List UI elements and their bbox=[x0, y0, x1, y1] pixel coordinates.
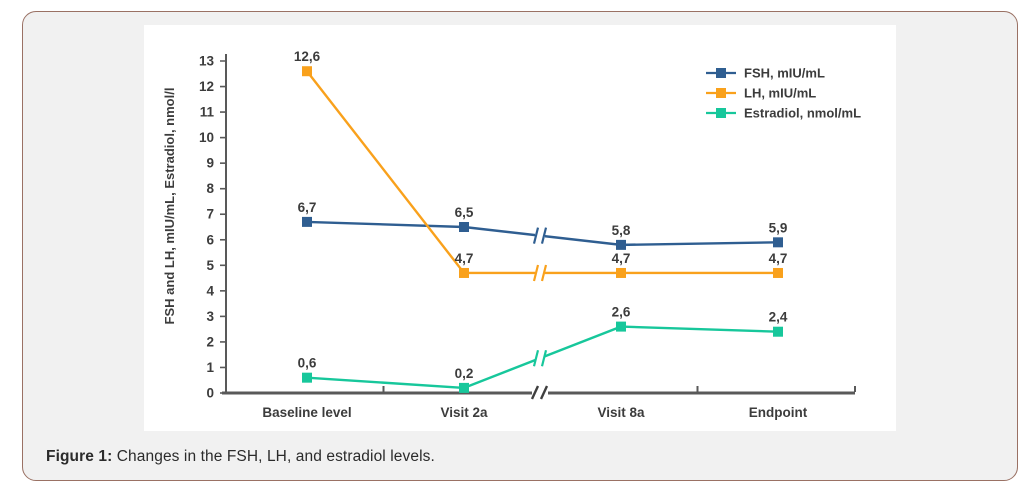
data-point-marker bbox=[459, 267, 469, 278]
y-tick-label: 3 bbox=[206, 309, 214, 324]
legend-marker-swatch bbox=[716, 88, 726, 98]
data-point-label: 6,7 bbox=[298, 200, 317, 215]
x-axis-break-mark bbox=[530, 385, 540, 400]
data-point-label: 5,8 bbox=[612, 223, 631, 238]
data-point-marker bbox=[302, 66, 312, 77]
data-point-label: 2,6 bbox=[612, 305, 631, 320]
data-point-label: 4,7 bbox=[769, 251, 788, 266]
y-tick-label: 4 bbox=[206, 283, 214, 298]
data-point-label: 4,7 bbox=[612, 251, 631, 266]
figure-caption: Figure 1: Changes in the FSH, LH, and es… bbox=[46, 448, 435, 466]
data-point-label: 0,6 bbox=[298, 356, 317, 371]
x-category-label: Visit 8a bbox=[597, 405, 645, 420]
y-tick-label: 2 bbox=[206, 334, 214, 349]
series-break-gap bbox=[535, 224, 545, 247]
y-tick-label: 1 bbox=[206, 360, 214, 375]
y-tick-label: 9 bbox=[206, 156, 214, 171]
data-point-marker bbox=[773, 326, 783, 337]
legend-label: Estradiol, nmol/mL bbox=[744, 106, 861, 121]
y-tick-label: 0 bbox=[206, 386, 214, 401]
series-break-mark bbox=[532, 264, 540, 282]
figure-card: 0 1 2 3 4 5 6 7 8 9 10 11 12 13 FSH and LH, mIU/mL, Es… bbox=[22, 11, 1018, 481]
data-point-label: 12,6 bbox=[294, 49, 321, 64]
series-break-mark bbox=[532, 227, 540, 244]
y-tick-label: 11 bbox=[200, 105, 215, 120]
chart-panel: 0 1 2 3 4 5 6 7 8 9 10 11 12 13 FSH and LH, mIU/mL, Es… bbox=[144, 25, 896, 431]
y-tick-label: 7 bbox=[206, 207, 214, 222]
y-tick-label: 8 bbox=[206, 181, 214, 196]
data-point-marker bbox=[616, 321, 626, 332]
data-point-marker bbox=[302, 216, 312, 227]
x-category-label: Endpoint bbox=[749, 405, 808, 420]
y-tick-label: 6 bbox=[206, 232, 214, 247]
y-tick-label: 10 bbox=[199, 130, 214, 145]
y-axis-title: FSH and LH, mIU/mL, Estradiol, nmol/l bbox=[162, 88, 177, 325]
y-tick-label: 5 bbox=[206, 258, 214, 273]
series-break-mark bbox=[540, 264, 548, 282]
series-break-mark bbox=[540, 349, 548, 367]
data-point-marker bbox=[773, 267, 783, 278]
data-point-marker bbox=[773, 237, 783, 248]
series-break-mark bbox=[540, 227, 548, 244]
figure-caption-text: Changes in the FSH, LH, and estradiol le… bbox=[112, 448, 435, 465]
data-point-marker bbox=[459, 382, 469, 393]
data-point-label: 0,2 bbox=[455, 366, 474, 381]
legend-marker-swatch bbox=[716, 68, 726, 78]
x-category-label: Baseline level bbox=[262, 405, 351, 420]
series-break-mark bbox=[532, 349, 540, 367]
legend-marker-swatch bbox=[716, 108, 726, 118]
x-axis-break-mark bbox=[539, 385, 549, 400]
data-point-label: 6,5 bbox=[455, 205, 474, 220]
data-point-label: 2,4 bbox=[769, 310, 788, 325]
data-point-marker bbox=[459, 222, 469, 232]
series-break-gap bbox=[535, 347, 545, 370]
data-point-marker bbox=[616, 267, 626, 278]
series-break-gap bbox=[535, 261, 545, 284]
legend-label: LH, mIU/mL bbox=[744, 86, 816, 101]
legend-label: FSH, mIU/mL bbox=[744, 66, 825, 81]
data-point-marker bbox=[302, 372, 312, 383]
data-point-label: 4,7 bbox=[455, 251, 474, 266]
data-point-label: 5,9 bbox=[769, 220, 788, 235]
y-tick-label: 13 bbox=[199, 54, 215, 69]
figure-caption-label: Figure 1: bbox=[46, 448, 113, 465]
x-category-label: Visit 2a bbox=[440, 405, 488, 420]
data-point-marker bbox=[616, 239, 626, 250]
y-tick-label: 12 bbox=[199, 79, 214, 94]
